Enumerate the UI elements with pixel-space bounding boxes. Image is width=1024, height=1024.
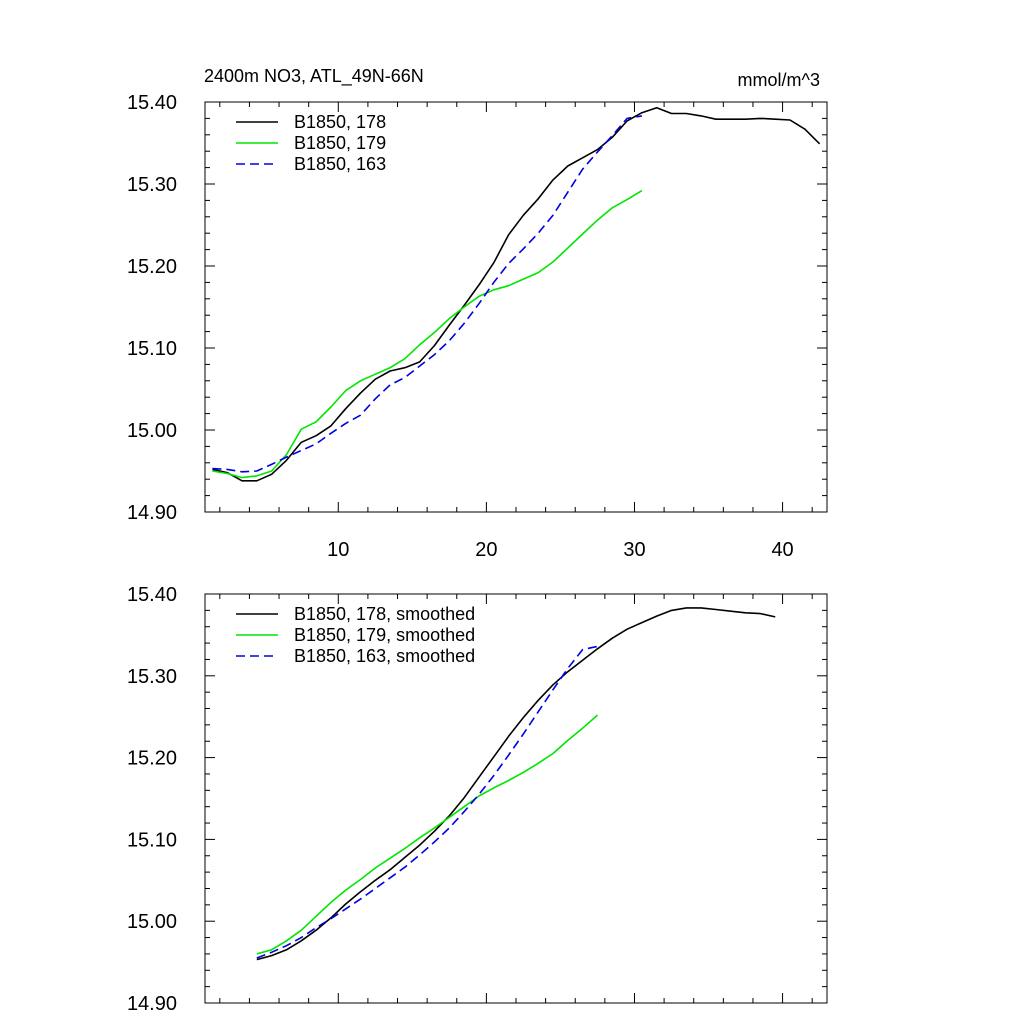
bottom-panel: 14.90 15.00 15.10 15.20 15.30 15.40 B1850, 178… [127, 584, 828, 1015]
y-tick-label: 15.00 [127, 420, 177, 442]
series-line [256, 607, 776, 961]
x-tick-label: 30 [623, 539, 645, 561]
series-line [256, 714, 599, 955]
x-tick-label: 10 [327, 539, 349, 561]
y-tick-label: 15.10 [127, 338, 177, 360]
y-tick-label: 15.10 [127, 829, 177, 851]
series-line [212, 189, 643, 479]
y-tick-label: 15.30 [127, 666, 177, 688]
legend-label: B1850, 163, smoothed [294, 646, 475, 666]
series-line [212, 106, 821, 482]
legend-label: B1850, 178, smoothed [294, 604, 475, 624]
y-tick-label: 15.30 [127, 174, 177, 196]
top-panel-titles: 2400m NO3, ATL_49N-66N mmol/m^3 [204, 66, 820, 90]
y-tick-label: 15.00 [127, 911, 177, 933]
series-line [212, 115, 643, 473]
series-line [256, 645, 598, 959]
x-tick-label: 20 [475, 539, 497, 561]
legend-label: B1850, 179 [294, 133, 386, 153]
y-tick-label: 15.40 [127, 92, 177, 114]
legend-label: B1850, 179, smoothed [294, 625, 475, 645]
legend-label: B1850, 178 [294, 112, 386, 132]
y-tick-label: 15.20 [127, 256, 177, 278]
units-label: mmol/m^3 [738, 70, 820, 90]
y-tick-label: 14.90 [127, 502, 177, 524]
legend-label: B1850, 163 [294, 154, 386, 174]
top-panel: 14.90 15.00 15.10 15.20 15.30 15.40 10 20 30 40 B1… [127, 92, 828, 561]
x-tick-label: 40 [771, 539, 793, 561]
chart-title: 2400m NO3, ATL_49N-66N [204, 66, 424, 87]
y-tick-label: 15.40 [127, 584, 177, 606]
y-tick-label: 15.20 [127, 748, 177, 770]
y-tick-label: 14.90 [127, 993, 177, 1015]
